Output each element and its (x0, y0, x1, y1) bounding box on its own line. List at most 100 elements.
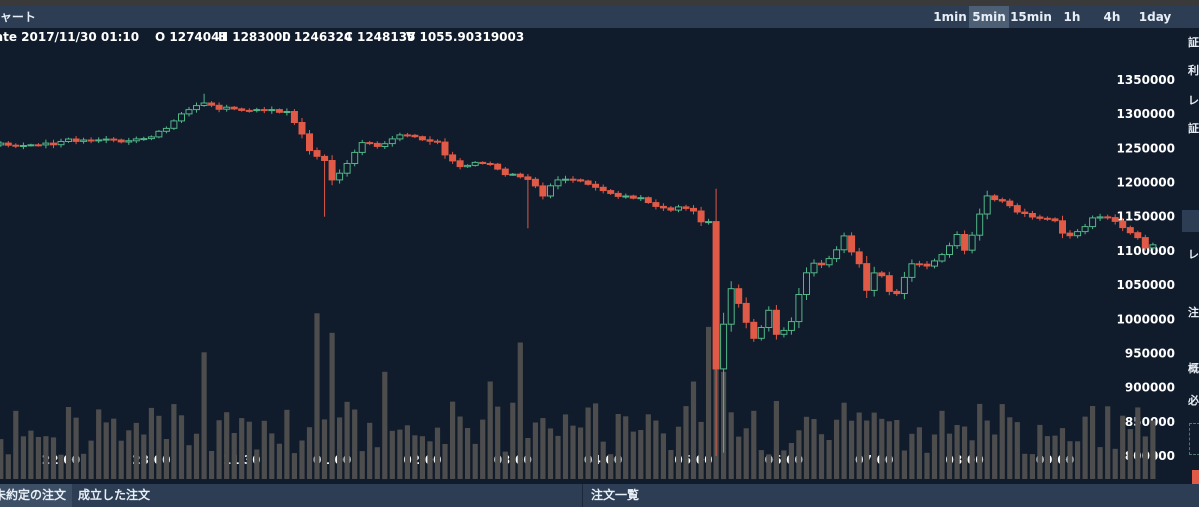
tab-open-orders[interactable]: 未約定の注文 (0, 484, 73, 507)
info-low: L 1246324 (282, 30, 353, 44)
volume-bar (306, 427, 313, 479)
top-strip (0, 0, 1199, 6)
volume-bar (50, 437, 57, 479)
candle-down (449, 154, 457, 162)
volume-bar (510, 402, 516, 479)
volume-bar (834, 419, 840, 479)
info-high: H 1283000 (218, 30, 291, 44)
candle-up (825, 258, 833, 266)
candle-down (1126, 227, 1134, 234)
volume-bar (532, 422, 538, 479)
volume-bar (638, 430, 644, 479)
candle-down (494, 163, 502, 170)
volume-bar (442, 444, 448, 479)
timeframe-4h[interactable]: 4h (1103, 10, 1121, 24)
candle-up (953, 234, 961, 247)
candle-up (968, 234, 976, 251)
timeframe-1day[interactable]: 1day (1138, 10, 1172, 24)
candle-down (50, 142, 57, 146)
candle-up (42, 142, 50, 146)
candle-up (787, 321, 795, 331)
tab-filled-orders[interactable]: 成立した注文 (78, 488, 151, 502)
candle-up (283, 111, 291, 113)
timeframe-15min[interactable]: 15min (1010, 10, 1052, 24)
volume-bar (540, 418, 546, 479)
volume-bar (593, 403, 599, 479)
volume-bar (314, 313, 320, 480)
candle-up (170, 120, 178, 129)
order-panel-label: 注 (1188, 306, 1199, 319)
candle-up (223, 106, 231, 110)
volume-bar (216, 420, 222, 479)
volume-bar (299, 440, 305, 479)
volume-bar (389, 430, 395, 479)
volume-bar (472, 443, 478, 479)
volume-bar (788, 443, 794, 479)
y-tick-label: 900000 (1125, 381, 1175, 395)
volume-bar (743, 428, 749, 479)
candle-up (870, 272, 878, 291)
timeframe-1min[interactable]: 1min (933, 10, 967, 24)
candle-down (923, 263, 931, 267)
order-input-box[interactable] (1189, 423, 1199, 455)
candle-up (19, 145, 27, 147)
candle-down (1059, 220, 1066, 234)
volume-bar (916, 427, 922, 479)
candle-down (531, 178, 539, 187)
volume-bar (291, 453, 297, 479)
volume-bar (502, 451, 508, 479)
candle-down (569, 178, 577, 181)
candle-up (765, 309, 773, 328)
candle-up (381, 143, 389, 147)
candle-down (328, 160, 336, 181)
tab-order-list[interactable]: 注文一覧 (591, 488, 640, 502)
candle-down (629, 195, 637, 199)
volume-bar (20, 436, 26, 479)
candle-up (464, 164, 472, 168)
volume-bar (148, 407, 154, 479)
order-tabs-bar: 未約定の注文 成立した注文 注文一覧 (0, 484, 1199, 507)
candle-down (584, 180, 592, 185)
candle-down (1111, 217, 1119, 222)
candle-down (1104, 216, 1112, 219)
candle-up (554, 179, 562, 187)
volume-bar (1127, 429, 1133, 479)
volume-bar (58, 454, 64, 479)
volume-bar (736, 436, 742, 479)
candle-down (659, 205, 667, 209)
price-chart[interactable]: 1350000 1300000 1250000 1200000 1150000 11000… (0, 28, 1182, 484)
candle-up (976, 213, 984, 236)
order-panel-label: 必 (1188, 394, 1199, 407)
volume-bar (698, 421, 704, 479)
y-tick-label: 1200000 (1117, 176, 1175, 190)
volume-bar (856, 412, 862, 479)
candle-down (321, 155, 329, 161)
candle-down (456, 160, 464, 168)
volume-bar (43, 436, 49, 479)
candle-up (509, 173, 517, 176)
timeframe-1h[interactable]: 1h (1063, 10, 1081, 24)
candle-down (607, 190, 615, 194)
candle-down (260, 109, 268, 112)
volume-bar (88, 440, 94, 479)
candle-down (539, 185, 547, 197)
volume-bar (630, 431, 636, 479)
candle-down (275, 109, 283, 113)
candle-up (57, 141, 65, 146)
volume-bar (359, 451, 365, 479)
candle-up (140, 138, 148, 141)
volume-bar (977, 403, 983, 479)
volume-bar (171, 404, 177, 479)
order-submit-button[interactable] (1192, 470, 1199, 484)
volume-bar (954, 425, 960, 479)
volume-bar (133, 422, 139, 479)
volume-bar (163, 439, 169, 479)
candle-down (750, 321, 758, 339)
volume-bar (1142, 436, 1148, 479)
volume-bar (886, 421, 892, 479)
volume-bar (1052, 435, 1058, 479)
timeframe-5min[interactable]: 5min (969, 6, 1009, 28)
volume-bar (570, 425, 576, 479)
volume-bar (864, 420, 870, 479)
volume-bar (111, 418, 117, 479)
